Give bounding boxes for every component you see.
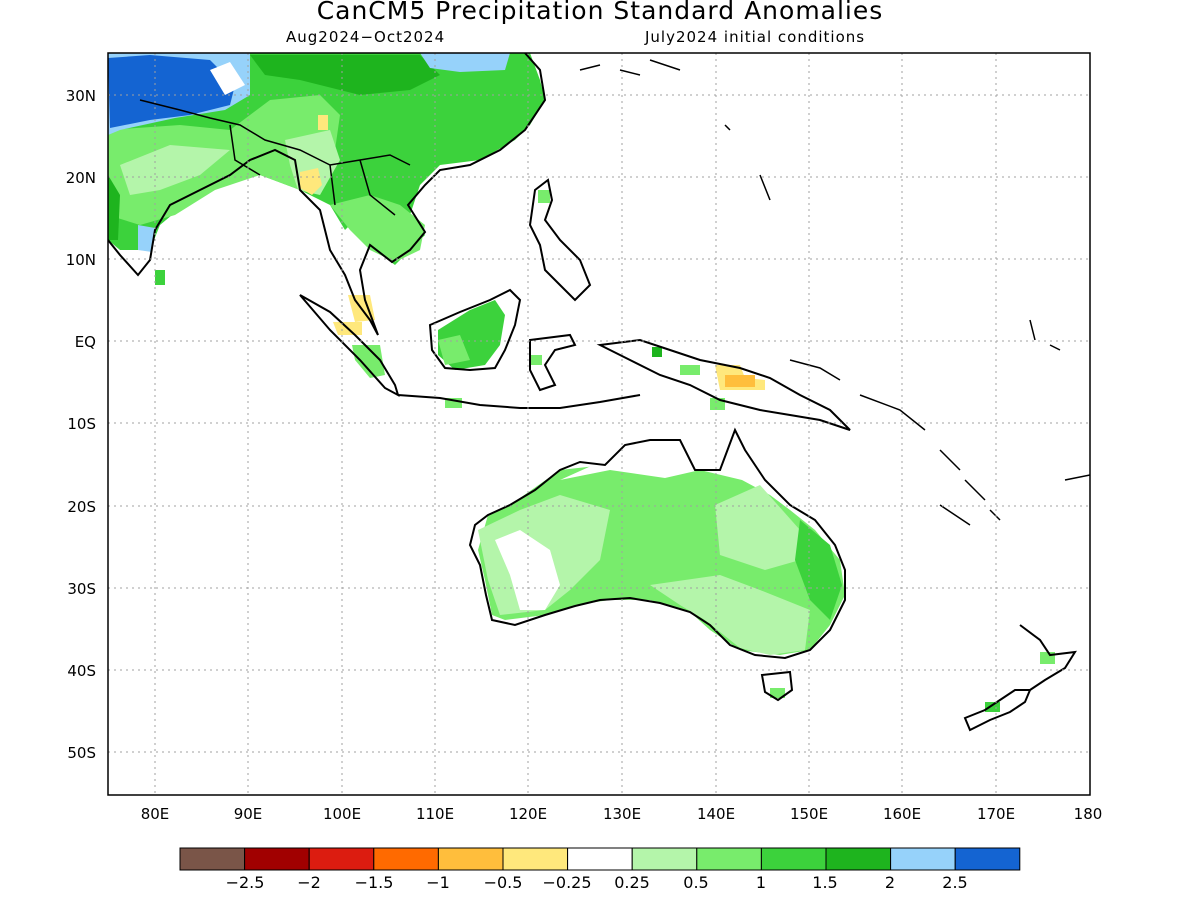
anomaly-australia-light-south bbox=[650, 575, 810, 655]
anomaly-indochina bbox=[330, 195, 425, 262]
colorbar-labels: −2.5 −2 −1.5 −1 −0.5 −0.25 0.25 0.5 1 1.… bbox=[226, 873, 968, 892]
forecast-period: Aug2024−Oct2024 bbox=[286, 28, 446, 46]
lon-label: 150E bbox=[790, 805, 828, 823]
coast-nz-north bbox=[1019, 624, 1077, 691]
lon-label: 100E bbox=[323, 805, 361, 823]
coast-newguinea bbox=[596, 338, 851, 431]
anomaly-field bbox=[108, 53, 1055, 712]
anomaly-india-lightblue bbox=[138, 225, 155, 252]
colorbar-label: 1.5 bbox=[812, 873, 837, 892]
anomaly-papua-orange bbox=[725, 375, 755, 387]
colorbar-swatch bbox=[244, 847, 310, 871]
anomaly-papua-dark bbox=[652, 347, 662, 357]
colorbar-label: −2.5 bbox=[226, 873, 265, 892]
anomaly-australia-light-east bbox=[715, 485, 800, 570]
anomaly-myanmar-yellow bbox=[300, 168, 322, 195]
coast-sulawesi bbox=[529, 333, 577, 392]
lon-label: 130E bbox=[603, 805, 641, 823]
colorbar: −2.5 −2 −1.5 −1 −0.5 −0.25 0.25 0.5 1 1.… bbox=[179, 847, 1021, 892]
initial-conditions: July2024 initial conditions bbox=[645, 28, 866, 46]
anomaly-asia-light bbox=[120, 145, 230, 195]
coast-java bbox=[397, 394, 641, 409]
lon-label: 80E bbox=[141, 805, 170, 823]
graticule bbox=[108, 53, 1090, 795]
colorbar-swatch bbox=[179, 847, 246, 871]
lat-label: 50S bbox=[67, 744, 96, 762]
colorbar-label: 2 bbox=[885, 873, 895, 892]
colorbar-label: 2.5 bbox=[942, 873, 967, 892]
lon-label: 160E bbox=[883, 805, 921, 823]
coastlines bbox=[108, 53, 1090, 732]
coast-islands-pacific bbox=[579, 59, 1090, 526]
anomaly-tibet-white bbox=[210, 62, 245, 95]
colorbar-swatch bbox=[696, 847, 762, 871]
anomaly-philippines bbox=[538, 190, 550, 203]
colorbar-label: −1 bbox=[426, 873, 450, 892]
anomaly-australia-white-north bbox=[560, 440, 700, 480]
longitude-labels: 80E 90E 100E 110E 120E 130E 140E 150E 16… bbox=[141, 805, 1103, 823]
lon-label: 170E bbox=[977, 805, 1015, 823]
coast-sumatra bbox=[299, 294, 400, 398]
lat-label: 10S bbox=[67, 415, 96, 433]
latitude-labels: 30N 20N 10N EQ 10S 20S 30S 40S 50S bbox=[66, 87, 96, 762]
map-title: CanCM5 Precipitation Standard Anomalies bbox=[316, 0, 884, 25]
anomaly-asia-dark2 bbox=[108, 175, 120, 240]
colorbar-swatch bbox=[631, 847, 698, 871]
lat-label: 20N bbox=[66, 169, 96, 187]
anomaly-australia-green-east bbox=[795, 520, 842, 620]
colorbar-swatch bbox=[502, 847, 569, 871]
colorbar-label: 0.25 bbox=[614, 873, 650, 892]
coast-nz-south bbox=[963, 689, 1032, 732]
colorbar-swatch bbox=[825, 847, 892, 871]
anomaly-sulawesi bbox=[530, 355, 542, 365]
colorbar-swatch bbox=[437, 847, 504, 871]
lon-label: 140E bbox=[697, 805, 735, 823]
colorbar-swatch bbox=[954, 847, 1021, 871]
colorbar-label: −0.25 bbox=[542, 873, 591, 892]
lon-label: 180 bbox=[1074, 805, 1103, 823]
colorbar-label: −2 bbox=[297, 873, 321, 892]
coast-philippines bbox=[528, 178, 592, 302]
colorbar-swatch bbox=[567, 847, 633, 871]
colorbar-label: −1.5 bbox=[355, 873, 394, 892]
lat-label: 30S bbox=[67, 580, 96, 598]
lat-label: 20S bbox=[67, 498, 96, 516]
coast-png-islands bbox=[789, 359, 1001, 521]
colorbar-swatch bbox=[760, 847, 827, 871]
anomaly-borneo-light bbox=[438, 335, 470, 365]
anomaly-china-yellow bbox=[318, 115, 328, 130]
anomaly-papua-green bbox=[680, 365, 700, 375]
colorbar-swatch bbox=[373, 847, 439, 871]
coast-borneo bbox=[428, 288, 522, 372]
anomaly-asia-mid bbox=[108, 95, 340, 225]
coast-tasmania bbox=[760, 670, 794, 702]
lon-label: 120E bbox=[509, 805, 547, 823]
lon-label: 90E bbox=[234, 805, 263, 823]
lat-label: EQ bbox=[75, 333, 96, 351]
anomaly-top-lightblue bbox=[420, 53, 510, 72]
lat-label: 10N bbox=[66, 251, 96, 269]
colorbar-swatches bbox=[179, 847, 1021, 871]
anomaly-nz-south bbox=[985, 702, 1000, 712]
lon-label: 110E bbox=[416, 805, 454, 823]
colorbar-swatch bbox=[308, 847, 375, 871]
colorbar-swatch bbox=[890, 847, 956, 871]
anomaly-srilanka bbox=[155, 270, 165, 285]
lat-label: 30N bbox=[66, 87, 96, 105]
lat-label: 40S bbox=[67, 662, 96, 680]
colorbar-label: 1 bbox=[756, 873, 766, 892]
map-frame bbox=[107, 52, 1091, 796]
anomaly-asia-dark bbox=[250, 55, 440, 95]
anomaly-sumatra-green bbox=[352, 345, 385, 378]
coast-borders bbox=[139, 99, 411, 216]
anomaly-tibet-blue bbox=[108, 55, 235, 128]
colorbar-label: −0.5 bbox=[484, 873, 523, 892]
coast-asia bbox=[108, 53, 547, 336]
coast-australia bbox=[468, 427, 846, 660]
anomaly-tasmania bbox=[770, 688, 785, 698]
colorbar-label: 0.5 bbox=[683, 873, 708, 892]
